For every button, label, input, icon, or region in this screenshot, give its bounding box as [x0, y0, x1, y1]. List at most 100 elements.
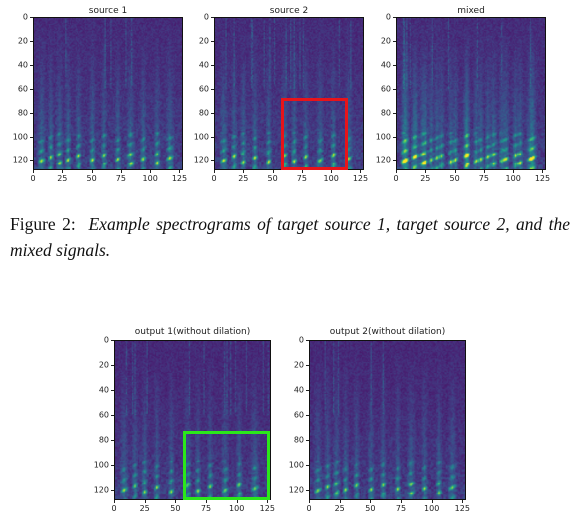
y-tick-label: 100 — [93, 460, 109, 470]
x-tick-mark — [62, 170, 64, 173]
y-tick-label: 20 — [380, 36, 391, 46]
y-tick-mark — [30, 64, 33, 66]
panel-title: output 2(without dilation) — [329, 327, 446, 337]
y-tick-mark — [306, 365, 309, 366]
y-tick-mark — [393, 40, 396, 42]
x-tick-mark — [236, 500, 238, 503]
x-tick-mark — [370, 500, 372, 503]
y-tick-mark — [30, 136, 33, 138]
y-tick-label: 0 — [103, 335, 109, 345]
y-tick-mark — [306, 415, 309, 416]
panel-title: source 2 — [269, 6, 309, 16]
x-tick-mark — [542, 170, 544, 173]
x-tick-mark — [214, 170, 215, 173]
y-tick-mark — [306, 340, 309, 341]
x-tick-mark — [400, 500, 402, 503]
x-tick-mark — [339, 500, 341, 503]
x-tick-label: 0 — [30, 174, 36, 183]
x-tick-mark — [114, 500, 115, 503]
y-tick-mark — [111, 465, 114, 466]
x-tick-label: 25 — [238, 174, 249, 183]
x-tick-label: 0 — [306, 504, 312, 513]
y-tick-mark — [111, 440, 114, 441]
y-tick-mark — [111, 490, 114, 491]
x-tick-label: 75 — [200, 504, 212, 513]
y-tick-mark — [393, 160, 396, 162]
y-tick-label: 120 — [288, 485, 304, 495]
y-tick-label: 120 — [375, 155, 391, 165]
x-tick-mark — [179, 170, 181, 173]
y-tick-label: 0 — [298, 335, 304, 345]
y-tick-mark — [306, 490, 309, 491]
y-tick-label: 0 — [203, 12, 209, 22]
x-tick-label: 75 — [296, 174, 307, 183]
y-tick-mark — [393, 136, 396, 138]
y-tick-mark — [30, 88, 33, 90]
x-tick-mark — [120, 170, 122, 173]
x-tick-label: 75 — [115, 174, 126, 183]
y-tick-mark — [393, 17, 396, 18]
x-tick-mark — [454, 170, 456, 173]
y-tick-mark — [211, 136, 214, 138]
panel-title: output 1(without dilation) — [134, 327, 251, 337]
y-tick-label: 20 — [293, 360, 304, 370]
x-tick-mark — [150, 170, 152, 173]
y-tick-label: 120 — [12, 155, 28, 165]
y-tick-label: 40 — [380, 60, 391, 70]
y-tick-label: 0 — [385, 12, 391, 22]
y-tick-label: 0 — [22, 12, 28, 22]
x-tick-label: 50 — [449, 174, 460, 183]
y-tick-label: 60 — [98, 410, 109, 420]
x-tick-mark — [483, 170, 485, 173]
x-tick-label: 125 — [352, 174, 369, 183]
y-tick-label: 80 — [198, 108, 209, 118]
figure-caption: Figure 2: Example spectrograms of target… — [10, 211, 570, 263]
x-tick-mark — [301, 170, 303, 173]
y-tick-mark — [111, 365, 114, 366]
y-tick-label: 60 — [380, 84, 391, 94]
x-tick-label: 75 — [478, 174, 489, 183]
caption-text: Example spectrograms of target source 1,… — [10, 214, 571, 260]
y-tick-mark — [30, 112, 33, 114]
x-tick-label: 75 — [395, 504, 407, 513]
y-tick-mark — [306, 390, 309, 391]
x-tick-mark — [331, 170, 333, 173]
panel-title: mixed — [457, 6, 485, 16]
y-tick-mark — [211, 112, 214, 114]
x-tick-label: 125 — [171, 174, 188, 183]
y-tick-mark — [393, 88, 396, 90]
y-tick-mark — [211, 64, 214, 66]
x-tick-mark — [309, 500, 310, 503]
x-tick-label: 0 — [111, 504, 117, 513]
y-tick-label: 20 — [17, 36, 28, 46]
x-tick-label: 100 — [505, 174, 521, 183]
x-tick-label: 50 — [267, 174, 278, 183]
x-tick-mark — [205, 500, 207, 503]
x-tick-mark — [462, 500, 464, 503]
x-tick-label: 125 — [454, 504, 470, 513]
y-tick-label: 20 — [98, 360, 109, 370]
x-tick-label: 25 — [57, 174, 68, 183]
y-tick-label: 80 — [98, 435, 109, 445]
x-tick-label: 50 — [86, 174, 97, 183]
y-tick-label: 20 — [198, 36, 209, 46]
y-tick-label: 60 — [17, 84, 28, 94]
y-tick-mark — [211, 17, 214, 18]
x-tick-mark — [243, 170, 245, 173]
spectrogram-image — [214, 17, 364, 170]
y-tick-mark — [393, 112, 396, 114]
y-tick-mark — [211, 88, 214, 90]
spectrogram-image — [309, 340, 466, 500]
x-tick-mark — [431, 500, 433, 503]
x-tick-label: 100 — [229, 504, 245, 513]
x-tick-mark — [425, 170, 427, 173]
spectrogram-image — [33, 17, 183, 170]
x-tick-label: 50 — [170, 504, 181, 513]
panel-title: source 1 — [88, 6, 128, 16]
y-tick-label: 80 — [380, 108, 391, 118]
x-tick-mark — [267, 500, 269, 503]
y-tick-label: 40 — [98, 385, 109, 395]
y-tick-mark — [111, 390, 114, 391]
y-tick-label: 120 — [193, 155, 209, 165]
